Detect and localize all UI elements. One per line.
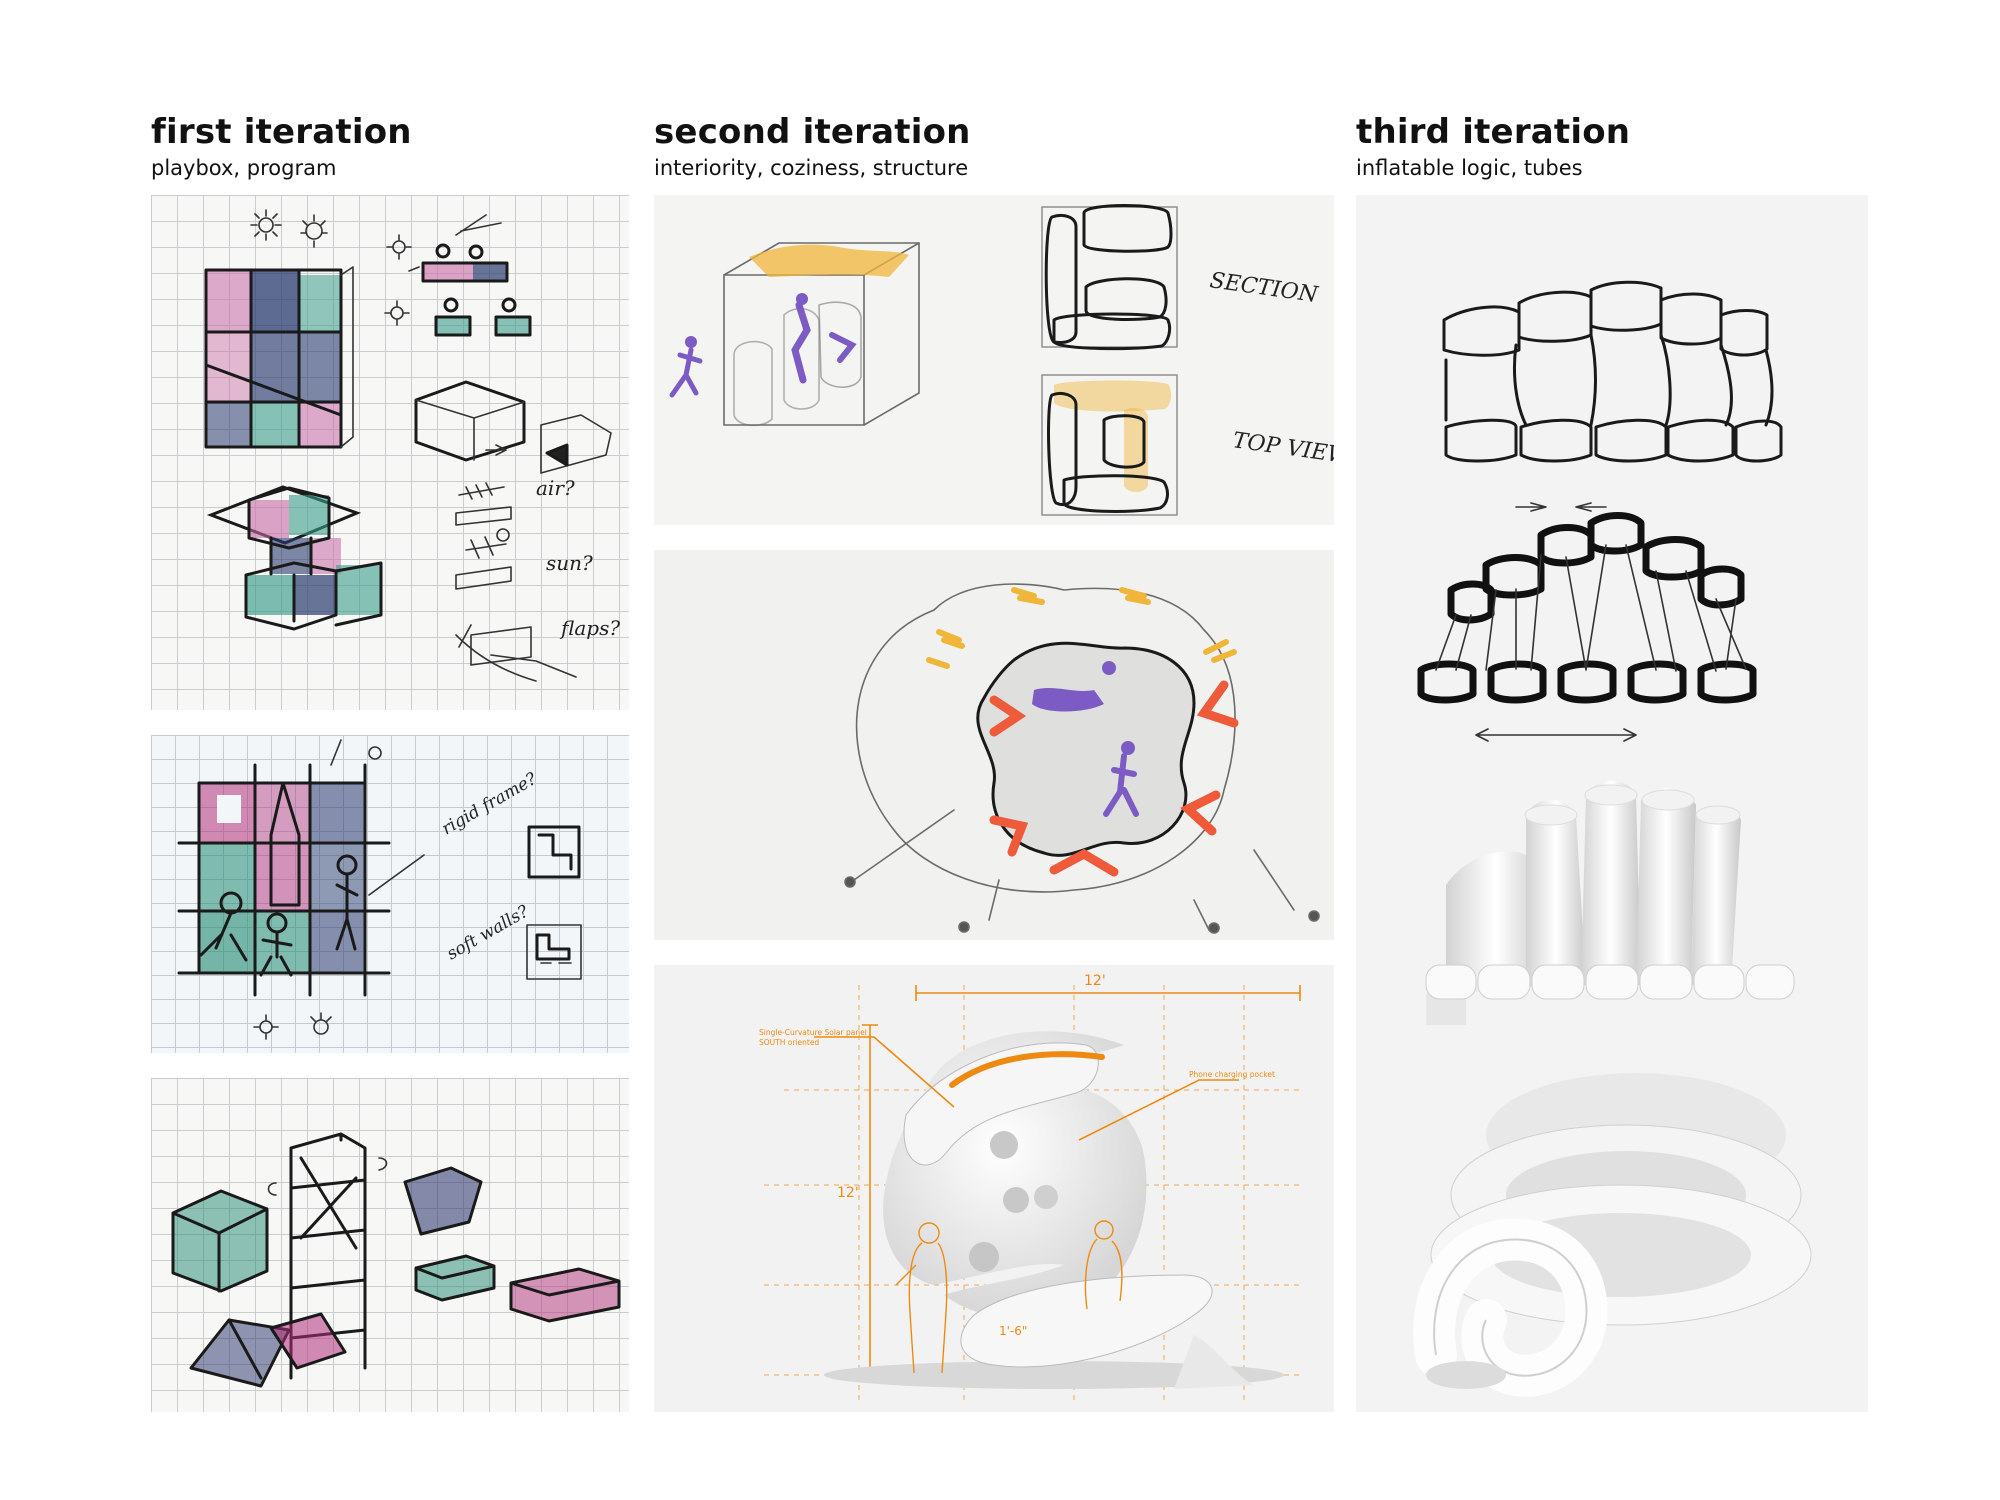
- inner-blob: [976, 641, 1196, 857]
- tube-arch-sketch-bold: [1417, 512, 1757, 704]
- note-air: air?: [536, 476, 575, 500]
- note-soft-walls: soft walls?: [444, 901, 533, 964]
- program-vignettes: [408, 214, 532, 337]
- pillow-cube: [723, 242, 920, 427]
- column-subtitle: playbox, program: [151, 156, 337, 180]
- column-header-first: first iteration playbox, program: [151, 112, 412, 182]
- render-coiled-tube: [1413, 1073, 1812, 1397]
- render-tube-arch: [1425, 780, 1795, 1025]
- playbox-grid-block: [204, 266, 354, 449]
- section-diagram: [1041, 204, 1178, 351]
- column-header-third: third iteration inflatable logic, tubes: [1356, 112, 1630, 182]
- label-top-view: TOP VIEW: [1231, 428, 1334, 469]
- outer-blob: [855, 583, 1237, 893]
- sketch-pillow-cube-section: SECTION TOP VIEW: [654, 195, 1334, 525]
- render-dimensioned-pavilion: 12' 12' 1'-6": [654, 965, 1334, 1412]
- sketch-scattered-boxes-tower: [151, 1078, 629, 1412]
- box-wedge-sketch: [414, 380, 612, 474]
- height-dimension: 12': [837, 1024, 878, 1376]
- teal-flat-box: [414, 1254, 496, 1302]
- tube-arch-sketch-thin: [1442, 280, 1783, 463]
- dim-seat: 1'-6": [999, 1324, 1027, 1338]
- note-rigid-frame: rigid frame?: [439, 769, 542, 840]
- dim-height: 12': [837, 1185, 859, 1201]
- note-sun: sun?: [546, 551, 593, 575]
- column-title: second iteration: [654, 112, 971, 152]
- isometric-box-cluster: [206, 485, 383, 631]
- sketch-rigid-frame-soft-walls: rigid frame? soft walls?: [151, 735, 629, 1053]
- weather-diagrams: [455, 482, 577, 682]
- label-section: SECTION: [1208, 268, 1320, 308]
- width-dimension: 12': [915, 973, 1301, 1001]
- column-title: third iteration: [1356, 112, 1631, 152]
- sketch-round-pavilion: [654, 550, 1334, 940]
- purple-figures: [1032, 661, 1139, 817]
- column-header-second: second iteration interiority, coziness, …: [654, 112, 971, 182]
- movement-arrows: [1475, 502, 1637, 742]
- hatching: [1435, 544, 1747, 672]
- annotation-solar-line2: SOUTH oriented: [759, 1038, 819, 1047]
- magenta-box-right: [509, 1267, 621, 1323]
- sun-doodle-icon: [250, 209, 412, 326]
- column-title: first iteration: [151, 112, 412, 152]
- annotation-phone-pocket: Phone charging pocket: [1189, 1070, 1275, 1079]
- guy-lines: [844, 809, 1320, 934]
- top-view-diagram: [1041, 374, 1178, 516]
- sketch-playbox-cubes: air? sun? flaps?: [151, 195, 629, 710]
- dim-width: 12': [1084, 973, 1106, 989]
- column-subtitle: interiority, coziness, structure: [654, 156, 969, 180]
- annotation-solar-line1: Single-Curvature Solar panel: [759, 1028, 867, 1037]
- phone-pocket-callout: Phone charging pocket: [1078, 1070, 1275, 1141]
- magenta-box-low: [269, 1312, 347, 1370]
- navy-box: [403, 1166, 483, 1236]
- column-subtitle: inflatable logic, tubes: [1356, 156, 1583, 180]
- pavilion-body: [824, 1031, 1284, 1389]
- solar-panel-callout: Single-Curvature Solar panel SOUTH orien…: [759, 1028, 955, 1108]
- sun-doodle-icon: [253, 1012, 332, 1040]
- colored-grid-room: [177, 739, 425, 997]
- purple-figure-outside: [669, 336, 703, 398]
- third-iteration-panel: [1356, 195, 1868, 1412]
- human-outline: [895, 1220, 1123, 1374]
- plan-diagrams: [526, 825, 582, 980]
- teal-box: [171, 1189, 269, 1293]
- note-flaps: flaps?: [559, 616, 620, 640]
- red-chevrons: [989, 680, 1239, 877]
